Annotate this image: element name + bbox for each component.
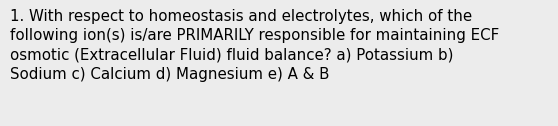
Text: 1. With respect to homeostasis and electrolytes, which of the
following ion(s) i: 1. With respect to homeostasis and elect… [10, 9, 499, 83]
